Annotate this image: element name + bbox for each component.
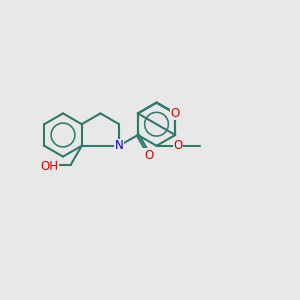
Text: O: O	[173, 139, 183, 152]
Text: N: N	[115, 139, 124, 152]
Text: O: O	[171, 107, 180, 120]
Text: O: O	[144, 149, 153, 162]
Text: OH: OH	[40, 160, 58, 172]
